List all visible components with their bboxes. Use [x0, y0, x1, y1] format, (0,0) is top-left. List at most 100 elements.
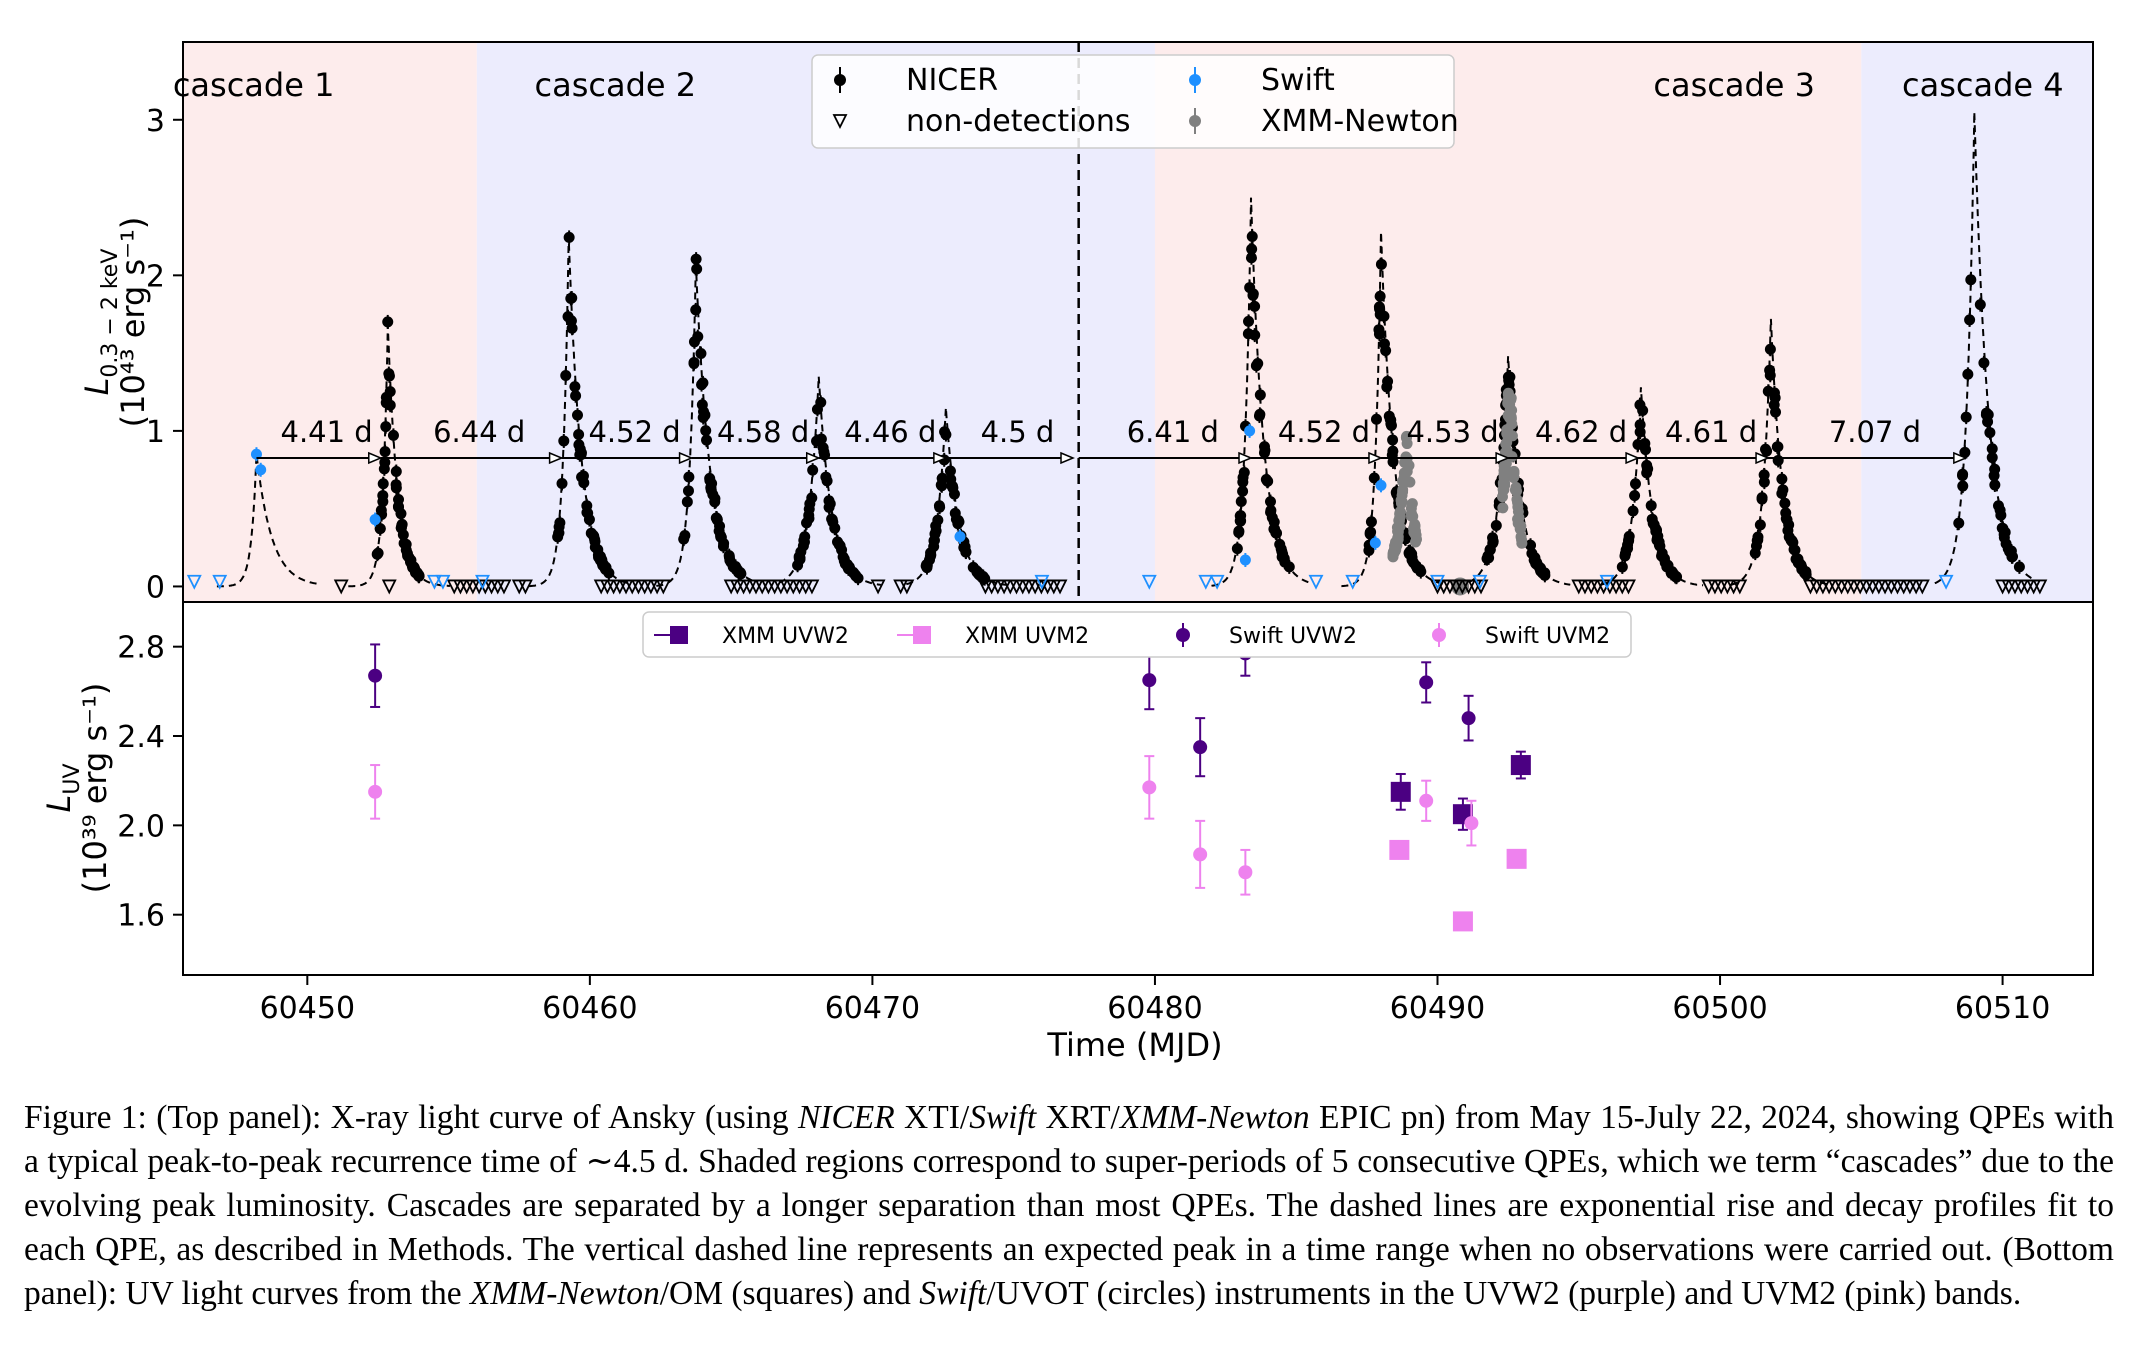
caption-text: XRT/ [1036, 1099, 1120, 1136]
swift-non-detection-marker [1430, 574, 1445, 590]
nicer-point [695, 348, 707, 360]
bottom-y-tick-label: 2.4 [117, 720, 165, 755]
non-detection-marker [870, 579, 886, 595]
nicer-point [578, 477, 590, 489]
nicer-point [1373, 328, 1385, 340]
nicer-point [921, 562, 933, 574]
nicer-point [1959, 446, 1971, 458]
nicer-point [569, 381, 581, 393]
non-detection-marker [381, 579, 397, 595]
nicer-point [1243, 315, 1255, 327]
figure: 4.41 d 6.44 d 4.52 d 4.58 d 4.46 d 4.5 d 6.41 … [40, 41, 2094, 1064]
nicer-point [823, 495, 835, 507]
xmm-newton-point [1509, 484, 1521, 496]
nicer-point [395, 522, 407, 534]
nicer-point [696, 379, 708, 391]
xmm-newton-point [1408, 522, 1420, 534]
nicer-point [374, 523, 386, 535]
xmm-newton-point [1406, 498, 1418, 510]
nicer-point [723, 550, 735, 562]
recurrence-label: 4.52 d [588, 415, 680, 449]
nicer-point [1984, 427, 1996, 439]
recurrence-arrowhead [678, 451, 694, 465]
nicer-point [1640, 444, 1652, 456]
nicer-point [701, 434, 713, 446]
nicer-point [1265, 506, 1277, 518]
recurrence-label: 4.46 d [844, 415, 936, 449]
uv-point-circle [1419, 675, 1434, 690]
nicer-point [688, 358, 700, 370]
nicer-point [1651, 534, 1663, 546]
recurrence-label: 4.5 d [981, 415, 1055, 449]
nicer-point [372, 547, 384, 559]
nicer-point [811, 403, 823, 415]
swift-non-detection-marker [1472, 574, 1488, 590]
nicer-point [1283, 561, 1295, 573]
caption-text: XTI/ [894, 1099, 970, 1136]
nicer-point [1258, 441, 1270, 453]
non-detection-marker [496, 579, 512, 595]
nicer-point [1378, 310, 1390, 322]
uv-point-square [1452, 911, 1473, 932]
recurrence-arrowhead [1755, 451, 1771, 465]
top-y-axis-label: L0.3 − 2 keV [78, 249, 123, 396]
nicer-point [924, 550, 936, 562]
xmm-newton-point [1512, 497, 1524, 509]
bottom-y-axis-label: LUV [40, 764, 85, 813]
nicer-point [1992, 500, 2004, 512]
bottom-y-axis-label: (10³⁹ erg s⁻¹) [76, 683, 114, 894]
nicer-point [1761, 445, 1773, 457]
nicer-point [1777, 484, 1789, 496]
nicer-point [1764, 343, 1776, 355]
bottom-y-tick-label: 2.8 [117, 631, 165, 666]
xmm-newton-point [1504, 399, 1516, 411]
nicer-point [1986, 443, 1998, 455]
uv-point-circle [1142, 673, 1157, 688]
nicer-point [944, 465, 956, 477]
cascade-label: cascade 4 [1902, 66, 2064, 104]
nicer-point [2013, 561, 2025, 573]
nicer-point [600, 563, 612, 575]
non-detection-marker [804, 579, 820, 595]
nicer-point [1957, 480, 1969, 492]
nicer-point [1974, 299, 1986, 311]
nicer-point [1370, 413, 1382, 425]
nicer-point [1277, 548, 1289, 560]
nicer-point [1482, 550, 1494, 562]
cascade-label: cascade 1 [173, 66, 335, 104]
uv-point-circle [1419, 793, 1434, 808]
nicer-point [1487, 532, 1499, 544]
nicer-point [574, 443, 586, 455]
nicer-point [1619, 550, 1631, 562]
top-y-tick-label: 3 [146, 104, 165, 139]
nicer-point [806, 492, 818, 504]
nicer-point [682, 485, 694, 497]
nicer-point [1237, 476, 1249, 488]
nicer-point [691, 263, 703, 275]
nicer-point [1250, 360, 1262, 372]
recurrence-label: 4.61 d [1665, 415, 1757, 449]
nicer-point [829, 522, 841, 534]
non-detection-marker [1052, 579, 1068, 595]
nicer-point [678, 533, 690, 545]
swift-non-detection-marker [427, 574, 442, 590]
nicer-point [1381, 381, 1393, 393]
recurrence-label: 4.53 d [1406, 415, 1498, 449]
recurrence-arrowhead [1495, 451, 1511, 465]
nicer-point [1749, 547, 1761, 559]
nicer-point [1264, 496, 1276, 508]
nicer-point [1623, 530, 1635, 542]
nicer-point [1781, 514, 1793, 526]
recurrence-label: 6.44 d [433, 415, 525, 449]
nicer-point [834, 540, 846, 552]
nicer-point [565, 315, 577, 327]
recurrence-label: 4.52 d [1278, 415, 1370, 449]
nicer-point [573, 429, 585, 441]
nicer-point [933, 500, 945, 512]
nicer-point [1406, 554, 1418, 566]
recurrence-arrowhead [1238, 451, 1253, 465]
xmm-newton-point [1400, 431, 1412, 443]
nicer-point [589, 533, 601, 545]
nicer-point [1246, 243, 1258, 255]
x-tick-label: 60500 [1672, 991, 1767, 1026]
